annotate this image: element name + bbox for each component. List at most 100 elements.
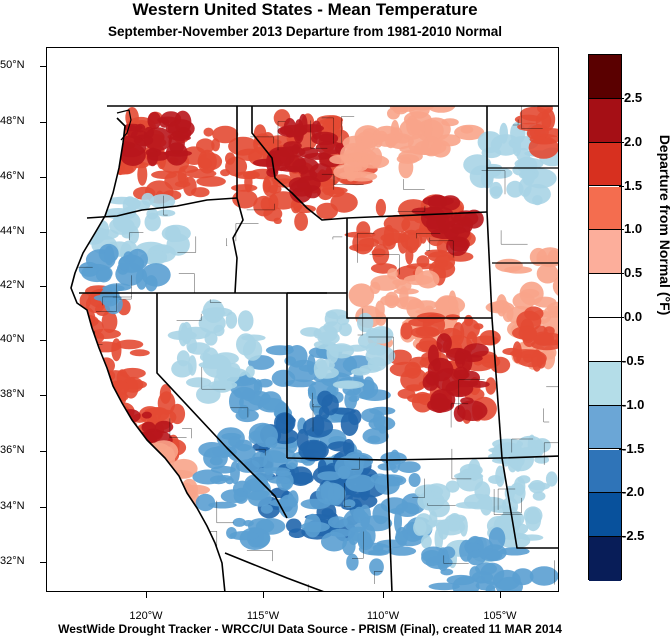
anomaly-patch — [532, 195, 543, 206]
county-line — [419, 78, 437, 93]
anomaly-patch — [233, 386, 255, 399]
lon-tick — [263, 592, 264, 598]
anomaly-patch — [346, 553, 359, 571]
county-line — [277, 121, 286, 151]
lat-tick — [40, 177, 46, 178]
anomaly-patch — [324, 344, 354, 352]
anomaly-patch — [406, 384, 424, 391]
anomaly-patch — [235, 409, 259, 423]
lon-label: 120°W — [129, 610, 163, 622]
anomaly-patch — [475, 580, 498, 591]
anomaly-patch — [499, 122, 509, 144]
anomaly-patch — [94, 142, 122, 165]
colorbar-swatch — [589, 318, 621, 362]
anomaly-patch — [229, 531, 259, 541]
anomaly-patch — [79, 386, 107, 406]
anomaly-patch — [129, 349, 150, 357]
anomaly-patch — [90, 139, 119, 148]
county-line — [235, 223, 259, 242]
or-id-border — [232, 197, 244, 294]
anomaly-patch — [146, 407, 170, 422]
lon-tick — [500, 592, 501, 598]
anomaly-patch — [368, 549, 389, 556]
anomaly-patch — [445, 480, 460, 493]
county-line — [210, 77, 222, 100]
anomaly-patch — [452, 576, 480, 591]
anomaly-patch — [94, 432, 122, 448]
lat-tick — [40, 507, 46, 508]
anomaly-patch — [73, 329, 90, 337]
county-line — [49, 347, 50, 365]
anomaly-patch — [357, 154, 390, 169]
co-east-border — [491, 317, 503, 459]
lat-label: 50°N — [0, 59, 25, 71]
anomaly-patch — [171, 135, 191, 141]
county-line — [352, 531, 364, 559]
anomaly-patch — [537, 106, 553, 114]
colorbar-tick-label: 1.0 — [624, 221, 643, 237]
anomaly-patch — [347, 452, 374, 469]
anomaly-patch — [359, 364, 381, 373]
colorbar-swatch — [589, 142, 621, 187]
anomaly-patch — [265, 436, 278, 449]
anomaly-patch — [127, 453, 157, 470]
anomaly-patch — [463, 154, 492, 176]
county-line — [512, 119, 519, 126]
anomaly-patch — [141, 421, 156, 433]
county-line — [255, 449, 266, 456]
anomaly-patch — [534, 128, 558, 138]
anomaly-patch — [543, 326, 555, 336]
anomaly-patch — [317, 471, 342, 481]
county-line — [310, 120, 328, 149]
colorbar-swatch — [589, 98, 621, 143]
colorbar-tick — [619, 492, 624, 494]
colorbar-swatch — [589, 493, 621, 538]
anomaly-patch — [330, 528, 352, 538]
colorbar-tick — [619, 448, 624, 450]
anomaly-patch — [532, 491, 546, 501]
county-line — [163, 195, 168, 216]
lat-label: 42°N — [0, 279, 25, 291]
anomaly-patch — [101, 310, 118, 334]
anomaly-patch — [389, 106, 418, 113]
anomaly-patch — [79, 367, 104, 391]
anomaly-patch — [428, 510, 438, 528]
anomaly-patch — [198, 442, 226, 458]
anomaly-patch — [291, 144, 301, 154]
anomaly-patch — [232, 517, 246, 527]
county-line — [119, 296, 132, 300]
county-line — [462, 74, 483, 101]
anomaly-patch — [212, 125, 239, 144]
anomaly-patch — [499, 547, 530, 556]
lat-tick — [40, 562, 46, 563]
county-line — [169, 418, 187, 438]
anomaly-patch — [177, 167, 187, 185]
anomaly-patch — [213, 324, 225, 337]
anomaly-patch — [288, 466, 313, 487]
anomaly-patch — [245, 365, 255, 378]
anomaly-patch — [536, 247, 558, 268]
county-line — [369, 254, 400, 275]
anomaly-patch — [72, 341, 96, 348]
county-line — [511, 438, 534, 453]
anomaly-patch — [469, 566, 481, 581]
county-line — [250, 136, 274, 144]
county-line — [344, 483, 351, 507]
anomaly-patch — [260, 504, 273, 514]
anomaly-patch — [121, 445, 142, 453]
colorbar-tick — [619, 317, 624, 318]
lat-label: 36°N — [0, 444, 25, 456]
anomaly-patch — [523, 506, 543, 525]
anomaly-patch — [394, 509, 402, 534]
anomaly-patch — [519, 281, 544, 306]
colorbar-tick-label: 0.0 — [624, 309, 643, 324]
anomaly-patch — [369, 558, 384, 576]
anomaly-patch — [349, 244, 373, 252]
anomaly-patch — [147, 111, 162, 130]
colorbar — [588, 54, 622, 581]
anomaly-patch — [135, 496, 152, 516]
anomaly-patch — [188, 355, 197, 376]
anomaly-patch — [387, 546, 417, 556]
anomaly-patch — [534, 455, 550, 464]
anomaly-patch — [398, 156, 414, 179]
